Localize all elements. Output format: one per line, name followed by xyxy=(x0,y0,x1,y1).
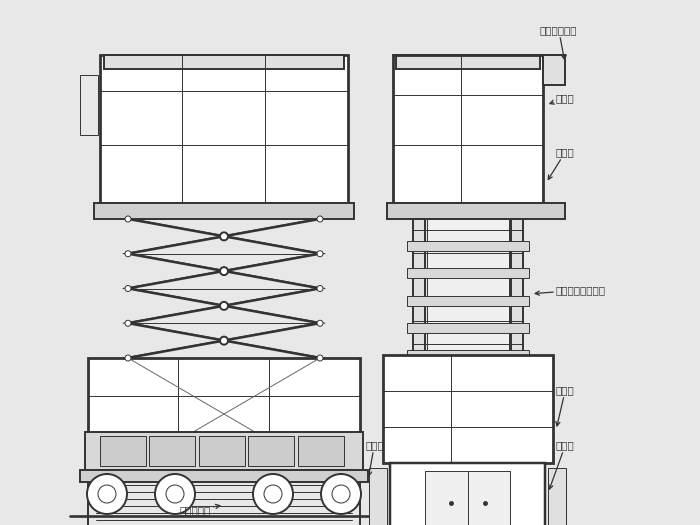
Circle shape xyxy=(317,216,323,222)
Circle shape xyxy=(321,474,361,514)
Bar xyxy=(100,55,348,203)
Bar xyxy=(199,436,245,466)
Text: 遮熱板: 遮熱板 xyxy=(365,440,384,476)
Circle shape xyxy=(317,355,323,361)
Bar xyxy=(425,471,510,525)
Bar xyxy=(88,470,360,525)
Circle shape xyxy=(166,485,184,503)
Bar xyxy=(369,468,387,525)
Circle shape xyxy=(220,302,228,310)
Bar xyxy=(407,268,529,278)
Circle shape xyxy=(220,233,228,240)
Bar xyxy=(407,323,529,333)
Text: ヘッドガード: ヘッドガード xyxy=(540,25,578,59)
Bar xyxy=(548,468,566,525)
Bar xyxy=(94,203,354,219)
Bar xyxy=(104,55,344,69)
Bar xyxy=(511,219,523,355)
Bar xyxy=(407,296,529,306)
Bar xyxy=(149,436,195,466)
Circle shape xyxy=(98,485,116,503)
Circle shape xyxy=(155,474,195,514)
Bar xyxy=(80,75,98,135)
Bar xyxy=(387,203,565,219)
Bar xyxy=(85,432,363,470)
Circle shape xyxy=(87,474,127,514)
Text: 電気制御筐: 電気制御筐 xyxy=(0,524,1,525)
Text: 手すり: 手すり xyxy=(556,385,575,426)
Circle shape xyxy=(125,320,131,326)
Bar xyxy=(88,358,360,470)
Bar xyxy=(100,436,146,466)
Circle shape xyxy=(317,286,323,291)
Circle shape xyxy=(332,485,350,503)
Bar xyxy=(80,470,368,482)
Bar xyxy=(407,241,529,251)
Text: 手すり: 手すり xyxy=(550,93,575,104)
Circle shape xyxy=(253,474,293,514)
Text: 作業床: 作業床 xyxy=(548,147,575,180)
Circle shape xyxy=(264,485,282,503)
Bar xyxy=(383,355,553,463)
Text: シザース形リフト: シザース形リフト xyxy=(536,285,606,295)
Circle shape xyxy=(317,320,323,326)
Circle shape xyxy=(125,286,131,291)
Text: 遮熱板: 遮熱板 xyxy=(549,440,575,489)
Bar xyxy=(427,219,509,355)
Bar xyxy=(248,436,294,466)
Bar xyxy=(407,350,529,360)
Circle shape xyxy=(220,267,228,275)
Bar xyxy=(413,219,425,355)
Bar xyxy=(396,55,540,69)
Bar xyxy=(393,55,543,203)
Bar xyxy=(390,463,545,525)
Text: バッテリー: バッテリー xyxy=(179,505,220,515)
Bar xyxy=(543,55,565,85)
Circle shape xyxy=(317,251,323,257)
Circle shape xyxy=(125,251,131,257)
Circle shape xyxy=(220,337,228,344)
Bar xyxy=(298,436,344,466)
Circle shape xyxy=(125,216,131,222)
Circle shape xyxy=(125,355,131,361)
